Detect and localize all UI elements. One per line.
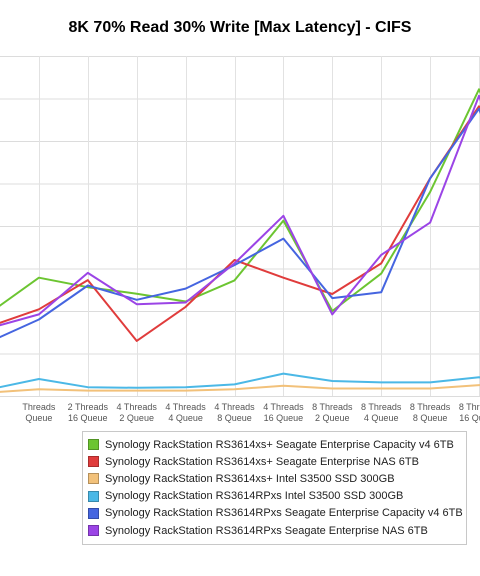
x-tick-label: 2 Queue (119, 413, 154, 423)
series-line-6 (0, 94, 480, 327)
series-line-3 (0, 384, 480, 393)
legend-item: Synology RackStation RS3614xs+ Seagate E… (88, 436, 466, 453)
legend: Synology RackStation RS3614xs+ Seagate E… (82, 431, 467, 545)
x-tick-label: 16 Queue (68, 413, 108, 423)
series-line-1 (0, 88, 480, 312)
legend-swatch (88, 507, 99, 519)
legend-item: Synology RackStation RS3614RPxs Seagate … (88, 505, 466, 522)
x-tick-label: 2 Queue (315, 413, 350, 423)
chart-title: 8K 70% Read 30% Write [Max Latency] - CI… (68, 19, 412, 36)
x-tick-label: 8 Threads (312, 402, 353, 412)
legend-label: Synology RackStation RS3614xs+ Seagate E… (105, 455, 419, 468)
legend-label: Synology RackStation RS3614RPxs Intel S3… (105, 490, 404, 503)
legend-label: Synology RackStation RS3614xs+ Intel S35… (105, 472, 395, 485)
series-lines (0, 88, 480, 393)
x-tick-label: 2 Threads (68, 402, 109, 412)
x-tick-label: 8 Threads (459, 402, 480, 412)
legend-swatch (88, 439, 99, 451)
x-tick-label: 8 Threads (361, 402, 402, 412)
x-tick-label: 4 Threads (165, 402, 206, 412)
series-line-4 (0, 372, 480, 389)
x-tick-label: Threads (22, 402, 56, 412)
legend-label: Synology RackStation RS3614RPxs Seagate … (105, 524, 428, 537)
x-tick-label: 16 Queue (264, 413, 304, 423)
legend-item: Synology RackStation RS3614xs+ Seagate E… (88, 453, 466, 470)
legend-item: Synology RackStation RS3614RPxs Seagate … (88, 522, 466, 539)
legend-swatch (88, 456, 99, 468)
x-tick-label: 4 Threads (117, 402, 158, 412)
grid (0, 56, 480, 397)
x-tick-label: Queue (25, 413, 52, 423)
x-tick-label: 4 Queue (364, 413, 399, 423)
x-tick-label: 4 Threads (214, 402, 255, 412)
legend-swatch (88, 525, 99, 537)
x-tick-label: 8 Threads (410, 402, 451, 412)
x-tick-label: 8 Queue (413, 413, 448, 423)
x-tick-label: 4 Threads (263, 402, 304, 412)
legend-label: Synology RackStation RS3614xs+ Seagate E… (105, 438, 454, 451)
legend-item: Synology RackStation RS3614xs+ Intel S35… (88, 470, 466, 487)
legend-item: Synology RackStation RS3614RPxs Intel S3… (88, 488, 466, 505)
x-tick-label: 8 Queue (217, 413, 252, 423)
legend-swatch (88, 490, 99, 502)
x-tick-label: 16 Queue (459, 413, 480, 423)
x-tick-label: 4 Queue (168, 413, 203, 423)
legend-swatch (88, 473, 99, 485)
series-line-5 (0, 107, 480, 339)
legend-label: Synology RackStation RS3614RPxs Seagate … (105, 507, 463, 520)
